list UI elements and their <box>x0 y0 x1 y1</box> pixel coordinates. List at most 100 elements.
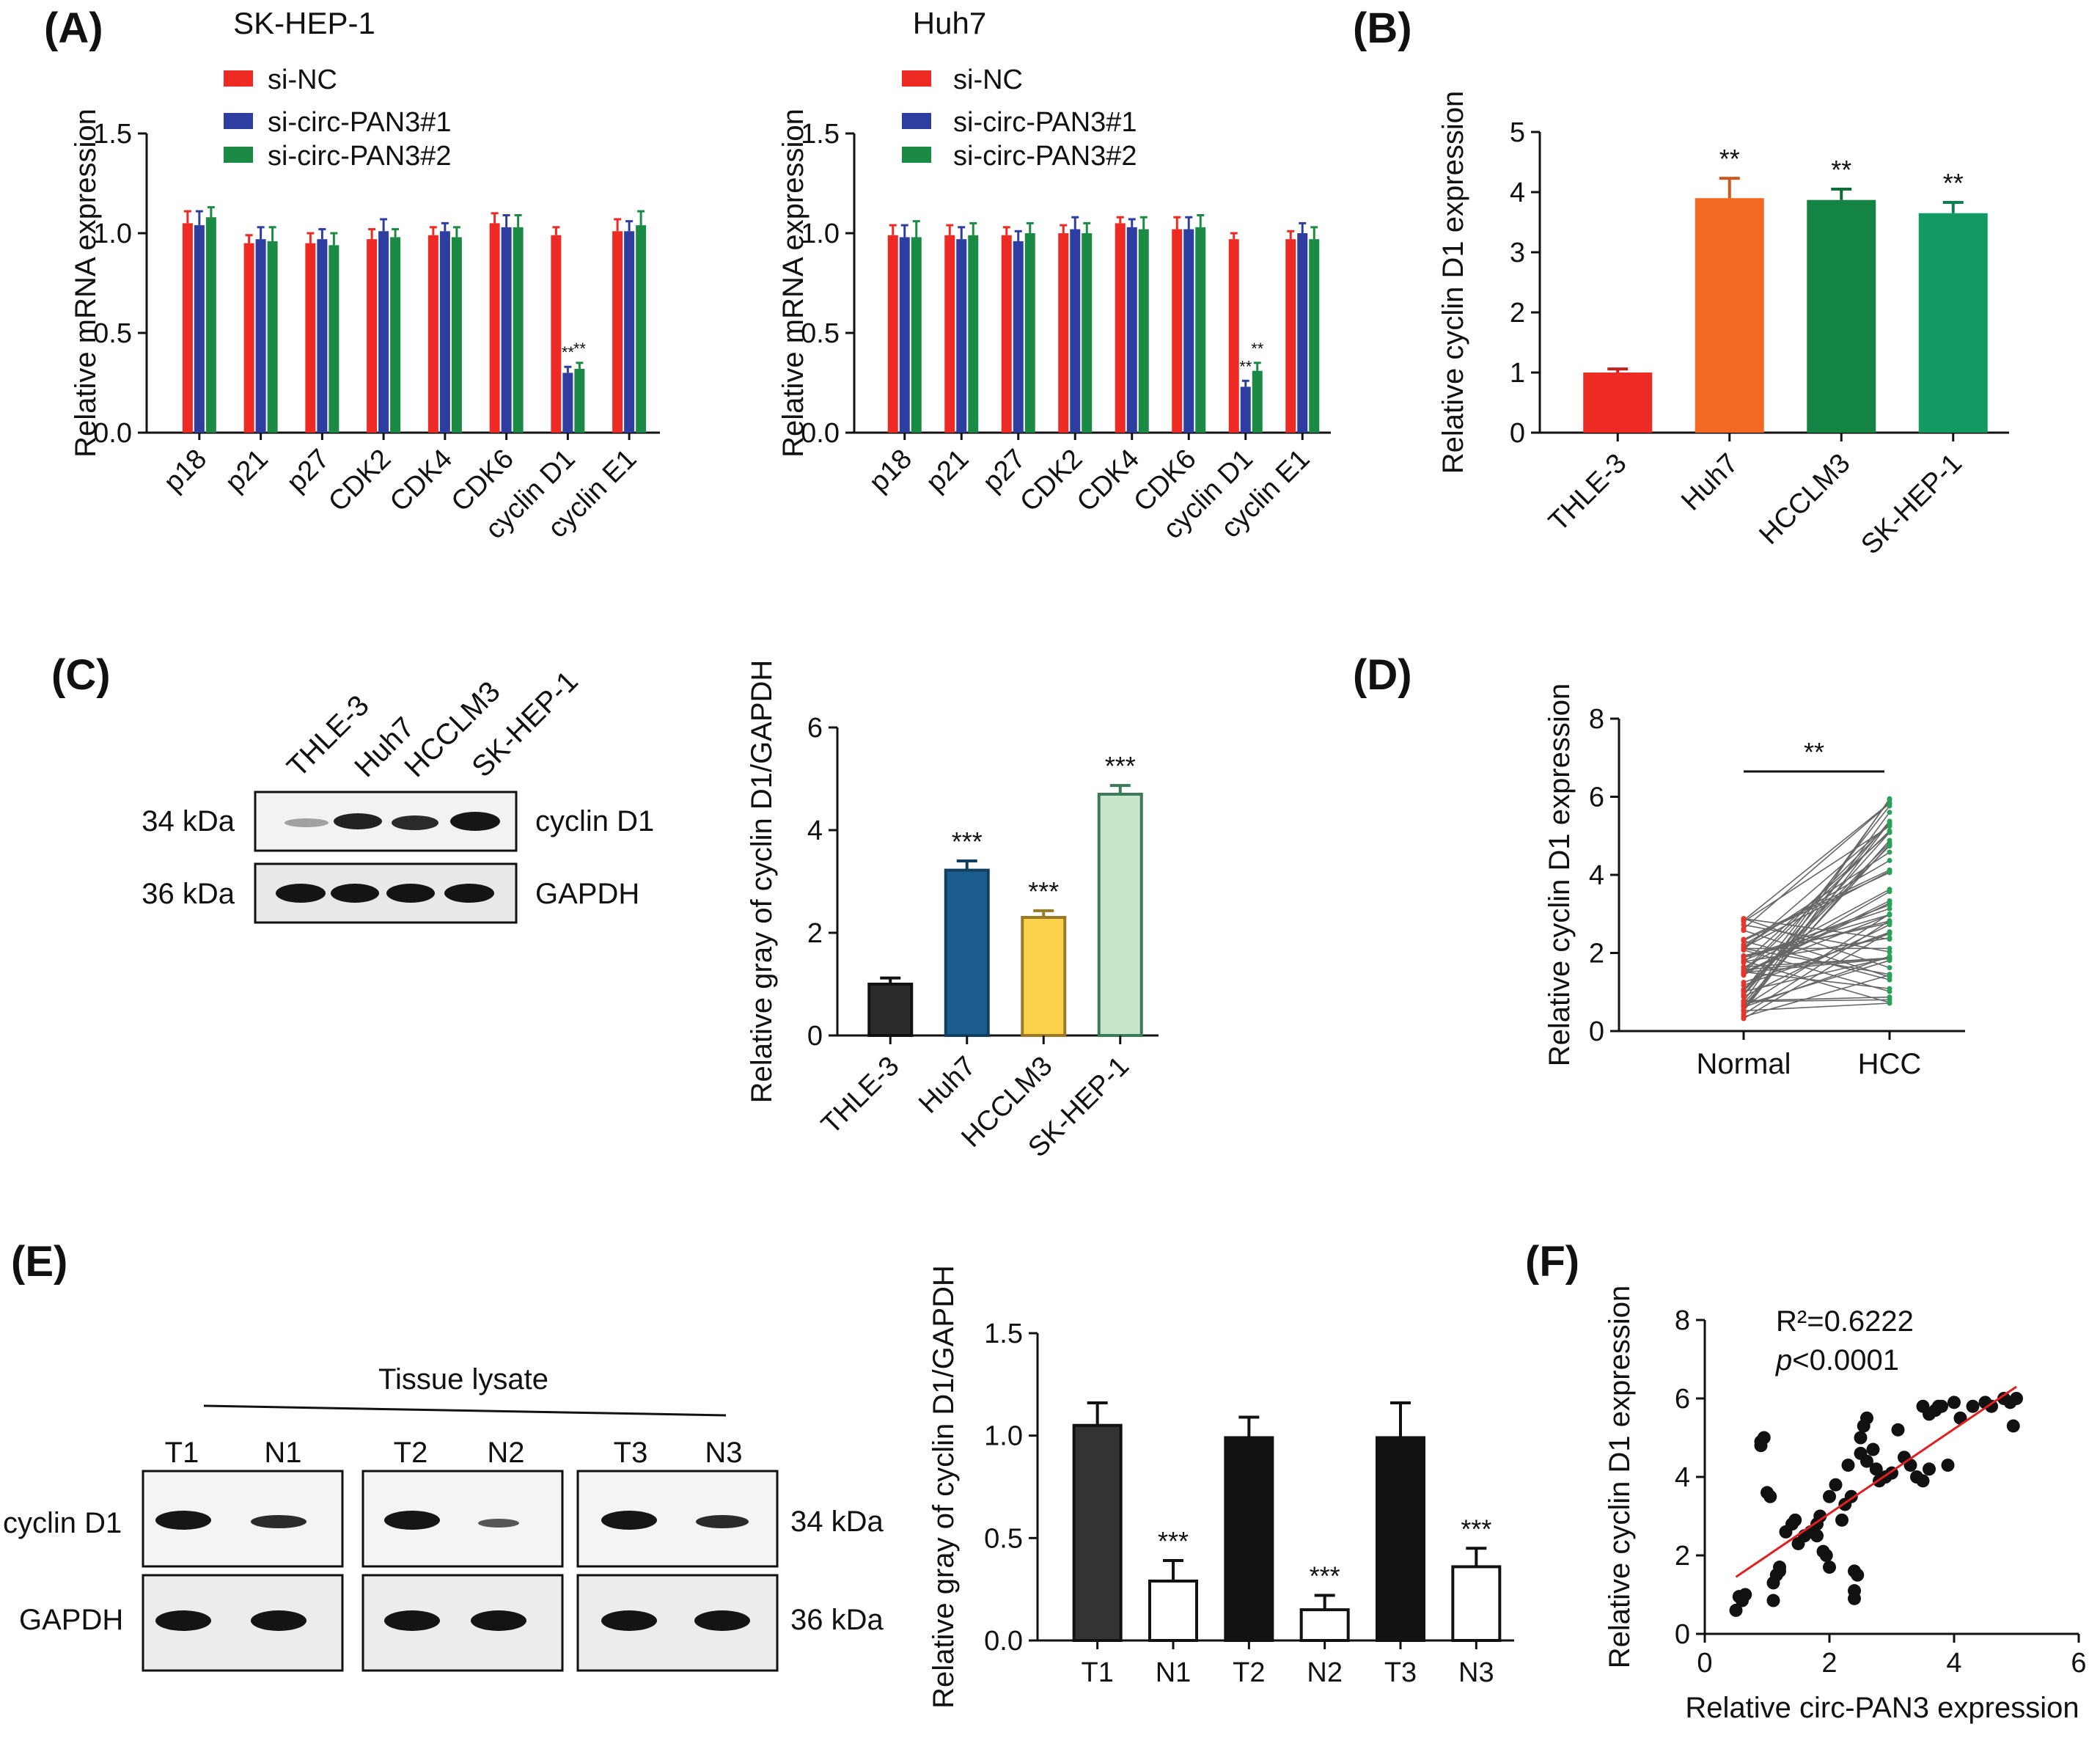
significance-marker: ** <box>1831 155 1851 185</box>
bar-sk-hep-1 <box>1918 213 1988 433</box>
scatter-point <box>1810 1529 1824 1543</box>
normal-point <box>1741 960 1747 966</box>
x-tick-label: T1 <box>1081 1657 1113 1688</box>
scatter-point <box>1923 1462 1936 1476</box>
blot-e-underline <box>203 1404 727 1417</box>
significance-marker: ** <box>1719 144 1740 174</box>
y-tick-label: 4 <box>1589 860 1604 891</box>
hcc-point <box>1887 837 1892 843</box>
paired-line <box>1743 805 1890 992</box>
x-tick-label: HCC <box>1858 1048 1922 1080</box>
legend-label-si-2: si-circ-PAN3#2 <box>268 141 452 172</box>
significance-marker: ** <box>1943 168 1964 198</box>
paired-line <box>1743 914 1890 958</box>
scatter-p-label: p<0.0001 <box>1775 1344 1899 1376</box>
paired-line <box>1743 908 1890 958</box>
blot-e-lane-label: T2 <box>394 1437 428 1469</box>
legend-swatch-si-nc <box>902 70 931 87</box>
hcc-point <box>1887 1000 1892 1006</box>
scatter-point <box>1935 1399 1948 1413</box>
blot-c-size-label: 34 kDa <box>142 805 235 837</box>
x-tick-label: Huh7 <box>1675 448 1744 517</box>
paired-line <box>1743 924 1890 997</box>
paired-line <box>1743 996 1890 1002</box>
paired-line <box>1743 931 1890 1019</box>
hcc-point <box>1887 936 1892 942</box>
significance-marker: ** <box>1251 340 1264 358</box>
bar-cdk2 <box>367 239 378 433</box>
scatter-point <box>1729 1603 1743 1617</box>
bar-cdk2 <box>1058 233 1069 433</box>
paired-line <box>1743 832 1890 964</box>
chart-a-right-title: Huh7 <box>913 6 986 40</box>
x-axis-title: Relative circ-PAN3 expression <box>1685 1692 2079 1724</box>
scatter-point <box>1841 1458 1855 1472</box>
panel-label-b: (B) <box>1353 4 1412 52</box>
bar-p18 <box>887 235 898 433</box>
blot-e-protein-label: cyclin D1 <box>3 1507 122 1539</box>
bar-hcclm3 <box>1807 199 1876 433</box>
scatter-point <box>1763 1489 1777 1503</box>
paired-line <box>1743 798 1890 1011</box>
bar-cyclin-d1 <box>1252 370 1263 433</box>
bar-p27 <box>317 239 328 433</box>
bar-cyclin-e1 <box>1297 233 1308 433</box>
paired-line <box>1743 825 1890 923</box>
panel-label-c: (C) <box>51 651 111 699</box>
normal-point <box>1741 1008 1747 1013</box>
y-tick-label: 4 <box>1510 177 1525 208</box>
scatter-point <box>1788 1513 1802 1527</box>
legend-label-si-2: si-circ-PAN3#2 <box>953 141 1137 172</box>
x-tick-label: 2 <box>1821 1648 1837 1679</box>
blot-e-size-label: 34 kDa <box>790 1506 884 1538</box>
bar-sk-hep-1 <box>1097 793 1143 1037</box>
chart-c: 0 2 4 6 Relative gray of cyclin D1/GAPDH THLE… <box>746 660 1159 1163</box>
x-tick-label: 6 <box>2071 1648 2086 1679</box>
normal-point <box>1741 955 1747 961</box>
paired-line <box>1743 802 1890 921</box>
x-tick-label: p18 <box>158 444 213 499</box>
bar-p27 <box>1013 241 1024 433</box>
bar-p21 <box>956 239 967 433</box>
hcc-point <box>1887 955 1892 961</box>
x-tick-label: T3 <box>1384 1657 1417 1688</box>
scatter-point <box>1848 1591 1861 1605</box>
hcc-point <box>1887 810 1892 815</box>
y-axis-title: Relative mRNA expression <box>777 109 809 458</box>
y-axis-title: Relative cyclin D1 expression <box>1604 1286 1636 1668</box>
significance-marker: *** <box>1105 751 1136 781</box>
y-tick-label: 0 <box>1589 1016 1604 1047</box>
bar-p27 <box>328 245 339 433</box>
x-tick-label: THLE-3 <box>815 1051 905 1140</box>
bar-cdk6 <box>489 223 500 433</box>
chart-e: 0.0 0.5 1.0 1.5 Relative gray of cyclin D1/G… <box>928 1265 1514 1709</box>
scatter-point <box>2003 1396 2017 1409</box>
blot-band <box>155 1511 211 1530</box>
bar-cyclin-d1 <box>1228 239 1239 433</box>
scatter-point <box>1819 1549 1833 1562</box>
hcc-point <box>1887 900 1892 906</box>
y-tick-label: 0.0 <box>801 418 840 449</box>
panel-label-a: (A) <box>44 4 103 52</box>
blot-band <box>478 1519 519 1528</box>
blot-band <box>331 884 379 903</box>
legend-a-left: si-NC si-circ-PAN3#1 si-circ-PAN3#2 <box>224 65 452 172</box>
paired-line <box>1743 846 1890 991</box>
blot-band <box>444 884 494 903</box>
bar-cyclin-e1 <box>1285 239 1296 433</box>
blot-band <box>471 1610 526 1631</box>
y-tick-label: 3 <box>1510 238 1525 268</box>
scatter-point <box>1835 1513 1848 1527</box>
scatter-point <box>1736 1594 1749 1607</box>
hcc-point <box>1887 821 1892 827</box>
hcc-point <box>1887 843 1892 849</box>
bar-cdk6 <box>1172 229 1183 433</box>
scatter-point <box>1866 1442 1880 1456</box>
scatter-p-symbol: p <box>1775 1344 1792 1376</box>
paired-line <box>1743 832 1890 996</box>
bar-cyclin-e1 <box>624 231 635 433</box>
